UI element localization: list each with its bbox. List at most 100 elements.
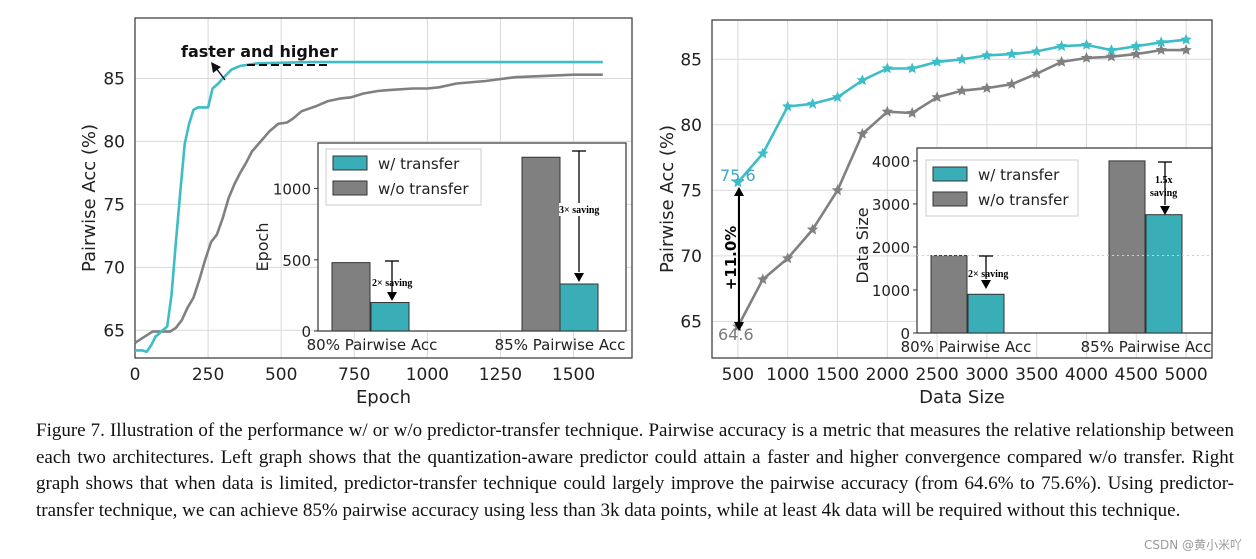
left-inset-y-tick-label: 1000 [273, 181, 311, 199]
right-inset-bar-without-transfer [930, 255, 968, 334]
left-inset-category-label: 85% Pairwise Acc [495, 336, 626, 354]
left-inset-y-tick-label: 0 [301, 323, 311, 341]
right-annotation-top-value: 75.6 [720, 166, 756, 185]
right-x-tick-label: 3000 [965, 365, 1008, 385]
right-y-tick-label: 65 [680, 312, 702, 332]
right-point-with-transfer [831, 91, 844, 103]
right-inset-saving2-label-line2: saving [1150, 188, 1177, 199]
left-inset-saving2-label-bg [559, 203, 603, 216]
left-inset-category-label: 80% Pairwise Acc [307, 336, 438, 354]
right-point-without-transfer [906, 107, 918, 118]
left-inset-saving1-arrowhead [387, 292, 397, 301]
right-point-without-transfer [1055, 55, 1068, 67]
right-x-tick-label: 4500 [1115, 365, 1158, 385]
watermark: CSDN @黄小米吖 [1143, 538, 1242, 552]
right-inset-saving1-arrowhead [981, 280, 991, 289]
right-point-with-transfer [1055, 40, 1068, 52]
right-point-with-transfer [906, 62, 918, 74]
left-annotation-text: faster and higher [181, 42, 338, 61]
right-point-with-transfer [1155, 36, 1167, 48]
right-delta-arrowhead-top [734, 187, 744, 196]
left-annotation-arrow-shaft [215, 67, 226, 81]
right-x-tick-label: 2000 [866, 365, 909, 385]
right-point-with-transfer [1006, 48, 1018, 59]
right-point-without-transfer [1080, 52, 1093, 63]
left-x-tick-label: 1500 [552, 365, 595, 385]
right-y-tick-label: 75 [680, 181, 702, 201]
right-x-tick-label: 5000 [1164, 365, 1207, 385]
right-x-tick-label: 1000 [766, 365, 809, 385]
right-inset-bar-without-transfer [1108, 160, 1146, 334]
right-inset-y-tick-label: 3000 [872, 196, 910, 214]
right-point-without-transfer [956, 84, 968, 96]
right-delta-arrowhead-bottom [734, 322, 744, 331]
right-inset-bar-with-transfer [967, 293, 1005, 334]
right-y-tick-label: 70 [680, 247, 702, 267]
right-inset-legend-swatch-without [932, 191, 968, 207]
right-point-without-transfer [931, 91, 943, 103]
right-point-with-transfer [757, 147, 769, 159]
right-point-with-transfer [806, 97, 819, 109]
left-inset-bar-without-transfer [521, 156, 561, 332]
right-y-axis-label: Pairwise Acc (%) [657, 125, 678, 273]
right-inset-legend-swatch-with [932, 166, 968, 182]
right-x-tick-label: 500 [722, 365, 754, 385]
right-inset-y-tick-label: 0 [900, 325, 910, 343]
right-point-without-transfer [831, 184, 844, 196]
right-point-without-transfer [856, 128, 869, 139]
right-point-with-transfer [981, 49, 993, 61]
right-y-tick-label: 80 [680, 116, 702, 136]
right-inset-legend-label-without: w/o transfer [978, 191, 1069, 209]
right-point-without-transfer [881, 105, 893, 117]
right-x-tick-label: 3500 [1015, 365, 1058, 385]
figure-caption: Figure 7. Illustration of the performanc… [36, 420, 1234, 521]
left-inset-y-tick-label: 500 [282, 252, 311, 270]
left-inset-y-axis-label: Epoch [253, 223, 272, 272]
right-inset-legend-label-with: w/ transfer [978, 166, 1060, 184]
right-x-axis-label: Data Size [919, 387, 1005, 408]
right-inset-category-label: 85% Pairwise Acc [1081, 338, 1212, 356]
left-series-line-with-transfer [135, 60, 603, 353]
left-x-tick-label: 250 [192, 365, 224, 385]
right-point-with-transfer [1105, 44, 1118, 55]
left-x-tick-label: 500 [265, 365, 297, 385]
left-x-axis-label: Epoch [356, 387, 411, 408]
right-point-with-transfer [1130, 40, 1142, 52]
left-inset-saving1-label: 2× saving [372, 278, 412, 289]
right-inset-y-tick-label: 2000 [872, 239, 910, 257]
right-point-with-transfer [931, 55, 943, 67]
left-x-tick-label: 1250 [479, 365, 522, 385]
right-point-with-transfer [1031, 45, 1043, 57]
left-y-tick-label: 80 [103, 132, 125, 152]
right-inset-saving2-arrowhead [1160, 206, 1170, 215]
left-y-tick-label: 70 [103, 258, 125, 278]
left-inset-bar-without-transfer [331, 262, 371, 332]
left-y-tick-label: 65 [103, 321, 125, 341]
right-point-without-transfer [1130, 48, 1142, 59]
left-y-axis-label: Pairwise Acc (%) [79, 124, 100, 272]
right-point-with-transfer [881, 62, 893, 74]
right-inset-saving2-label-line1: 1.5x [1155, 175, 1173, 186]
right-inset-bar-with-transfer [1145, 214, 1183, 334]
left-inset-legend-swatch-without [332, 180, 368, 196]
right-point-without-transfer [1105, 50, 1118, 62]
left-annotation-arrow-head [211, 62, 221, 73]
left-inset-bar-with-transfer [559, 283, 599, 332]
left-x-tick-label: 1000 [406, 365, 449, 385]
right-point-without-transfer [757, 273, 769, 285]
right-inset-y-tick-label: 4000 [872, 153, 910, 171]
right-point-with-transfer [732, 176, 744, 188]
right-inset-category-label: 80% Pairwise Acc [901, 338, 1032, 356]
right-inset-saving1-label: 2× saving [968, 269, 1008, 280]
left-x-tick-label: 750 [338, 365, 370, 385]
right-point-without-transfer [1006, 78, 1018, 89]
right-inset-y-axis-label: Data Size [853, 207, 872, 283]
right-point-without-transfer [1180, 44, 1192, 55]
right-annotation-bottom-value: 64.6 [718, 325, 754, 344]
left-plot-frame [134, 17, 633, 359]
right-inset-y-tick-label: 1000 [872, 282, 910, 300]
left-inset-saving2-label: 3× saving [559, 205, 599, 216]
right-annotation-delta: +11.0% [722, 226, 740, 291]
right-point-with-transfer [1080, 38, 1093, 50]
